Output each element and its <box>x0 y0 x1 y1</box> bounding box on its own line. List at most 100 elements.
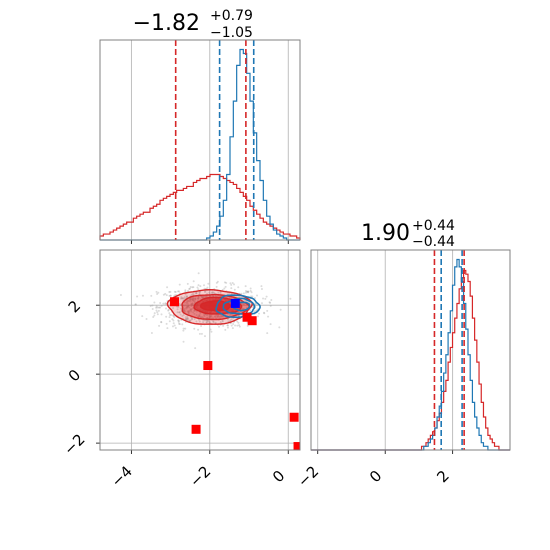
sample-point <box>185 318 188 321</box>
sample-point <box>269 323 272 326</box>
sample-point <box>206 286 209 289</box>
histogram-blue-series <box>311 258 510 451</box>
sample-point <box>186 301 189 304</box>
sample-point <box>246 324 249 327</box>
sample-point <box>169 294 172 297</box>
sample-point <box>164 292 167 295</box>
sample-point <box>198 320 201 323</box>
sample-point <box>212 321 215 324</box>
sample-point <box>202 313 205 316</box>
axes-frame <box>99 249 301 451</box>
sample-point <box>177 319 180 322</box>
sample-point <box>168 316 171 319</box>
sample-point <box>257 315 260 318</box>
sample-point <box>136 295 139 298</box>
sample-point <box>249 289 252 292</box>
sample-point <box>253 310 256 313</box>
sample-point <box>230 283 233 286</box>
sample-point <box>189 309 192 312</box>
sample-point <box>230 318 233 321</box>
sample-point <box>176 308 179 311</box>
sample-point <box>198 332 201 335</box>
sample-point <box>177 305 180 308</box>
sample-point <box>206 314 209 317</box>
sample-point <box>216 315 219 318</box>
y-tick-label: 0 <box>65 366 84 385</box>
sample-point <box>186 282 189 285</box>
histogram-param2-panel: −2 0 2 <box>294 249 511 491</box>
x-tick-label: 0 <box>366 467 385 486</box>
sample-point <box>203 284 206 287</box>
marker-red <box>203 361 213 371</box>
sample-point <box>190 303 193 306</box>
sample-point <box>183 309 186 312</box>
sample-point <box>192 293 195 296</box>
sample-point <box>215 285 218 288</box>
sample-point <box>207 320 210 323</box>
sample-point <box>192 299 195 302</box>
sample-point <box>190 304 193 307</box>
sample-point <box>184 307 187 310</box>
sample-point <box>168 294 171 297</box>
sample-point <box>233 288 236 291</box>
sample-point <box>153 312 156 315</box>
sample-point <box>180 297 183 300</box>
title-param2: 1.90 +0.44 −0.44 <box>361 218 455 250</box>
sample-point <box>183 307 186 310</box>
sample-point <box>249 287 252 290</box>
sample-point <box>134 303 137 306</box>
sample-point <box>246 290 249 293</box>
sample-point <box>214 315 217 318</box>
sample-point <box>201 296 204 299</box>
sample-point <box>190 318 193 321</box>
histogram-blue-series <box>100 48 300 241</box>
histogram-red-series <box>311 269 510 451</box>
sample-point <box>189 299 192 302</box>
sample-point <box>156 313 159 316</box>
sample-point <box>179 307 182 310</box>
sample-point <box>195 310 198 313</box>
sample-point <box>151 304 154 307</box>
sample-point <box>209 328 212 331</box>
sample-point <box>270 299 273 302</box>
sample-point <box>162 293 165 296</box>
sample-point <box>191 298 194 301</box>
sample-point <box>182 304 185 307</box>
title-param1-sub: −1.05 <box>210 25 253 41</box>
sample-point <box>172 314 175 317</box>
sample-point <box>268 301 271 304</box>
sample-point <box>191 286 194 289</box>
sample-point <box>158 306 161 309</box>
sample-point <box>185 306 188 309</box>
sample-point <box>187 310 190 313</box>
sample-point <box>190 303 193 306</box>
sample-point <box>217 291 220 294</box>
sample-point <box>246 290 249 293</box>
sample-point <box>168 313 171 316</box>
sample-point <box>253 297 256 300</box>
sample-point <box>226 324 229 327</box>
sample-point <box>190 307 193 310</box>
sample-point <box>251 295 254 298</box>
sample-point <box>186 302 189 305</box>
sample-point <box>165 307 168 310</box>
sample-point <box>173 290 176 293</box>
sample-point <box>178 311 181 314</box>
sample-point <box>179 297 182 300</box>
sample-point <box>226 318 229 321</box>
sample-point <box>206 292 209 295</box>
sample-point <box>172 307 175 310</box>
sample-point <box>198 291 201 294</box>
sample-point <box>221 320 224 323</box>
title-param2-main: 1.90 <box>361 221 410 246</box>
scatter-plot-area <box>100 250 300 450</box>
sample-point <box>165 315 168 318</box>
sample-point <box>238 325 241 328</box>
sample-point <box>196 286 199 289</box>
sample-point <box>160 321 163 324</box>
sample-point <box>193 309 196 312</box>
sample-point <box>269 304 272 307</box>
sample-point <box>216 316 219 319</box>
sample-point <box>153 314 156 317</box>
sample-point <box>197 288 200 291</box>
